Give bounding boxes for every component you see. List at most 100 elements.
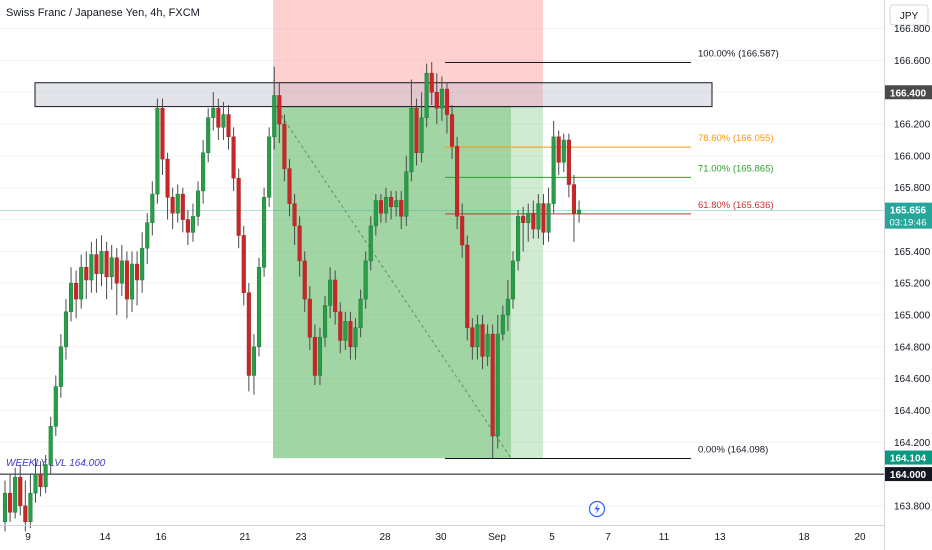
candle-down — [378, 200, 383, 214]
candle-up — [206, 117, 211, 153]
candle-up — [363, 260, 368, 300]
candle-up — [190, 216, 196, 233]
candle-up — [201, 152, 206, 192]
target-zone — [511, 106, 543, 459]
x-tick-label: Sep — [488, 532, 506, 543]
currency-button[interactable] — [889, 4, 929, 26]
candle-down — [38, 473, 43, 488]
candle-down — [287, 168, 292, 204]
y-tick-label: 163.800 — [894, 501, 931, 512]
x-tick-label: 5 — [549, 532, 555, 543]
trade-path-line — [277, 110, 512, 459]
candle-down — [282, 123, 287, 169]
candle-down — [114, 257, 119, 284]
candle-down — [124, 260, 129, 300]
fib-level-label: 71.00% (165.865) — [698, 163, 774, 174]
candle-up — [353, 327, 358, 348]
candle-up — [63, 311, 69, 348]
candle-down — [160, 107, 165, 160]
candle-up — [404, 171, 409, 217]
candle-down — [470, 327, 475, 348]
candle-up — [267, 136, 272, 198]
candle-down — [165, 158, 170, 198]
candle-up — [129, 263, 135, 300]
candle-down — [490, 333, 495, 437]
candle-down — [23, 505, 28, 523]
x-tick-label: 7 — [605, 532, 611, 543]
candles — [2, 62, 582, 532]
candle-down — [241, 235, 246, 293]
x-tick-label: 14 — [99, 532, 111, 543]
candle-down — [246, 292, 251, 376]
weekly-level-label: WEEKLY LVL 164.000 — [6, 458, 106, 469]
candle-up — [53, 386, 58, 427]
candle-down — [460, 216, 465, 246]
candle-up — [516, 216, 521, 262]
candle-up — [99, 251, 104, 274]
candle-down — [399, 200, 404, 217]
candle-up — [33, 473, 38, 494]
price-badge-label: 166.400 — [890, 88, 927, 99]
candle-down — [389, 197, 394, 208]
y-tick-label: 166.200 — [894, 120, 931, 131]
candle-down — [566, 139, 571, 185]
candle-up — [358, 298, 363, 328]
candle-up — [155, 107, 160, 195]
price-badge — [885, 85, 932, 100]
candle-down — [216, 107, 221, 128]
currency-label: JPY — [900, 11, 919, 22]
resistance-zone[interactable] — [34, 82, 713, 108]
candle-down — [292, 203, 297, 227]
candle-down — [348, 321, 353, 348]
price-badge — [885, 467, 932, 482]
fib-level-label: 100.00% (166.587) — [698, 49, 779, 60]
candle-up — [368, 225, 373, 262]
x-tick-label: 11 — [659, 532, 670, 543]
y-tick-label: 165.400 — [894, 247, 931, 258]
candle-up — [394, 200, 399, 208]
candle-up — [495, 333, 500, 437]
candle-down — [444, 88, 450, 115]
candle-down — [449, 114, 455, 147]
price-badge-label: 165.656 — [890, 206, 927, 217]
y-tick-label: 164.200 — [894, 438, 931, 449]
candle-up — [526, 212, 531, 223]
lightning-icon[interactable] — [588, 500, 606, 518]
candle-down — [185, 219, 190, 233]
x-tick-label: 18 — [798, 532, 810, 543]
y-tick-label: 164.600 — [894, 374, 931, 385]
candle-down — [541, 203, 546, 233]
candle-up — [546, 203, 551, 233]
fib-level-label: 78.60% (166.055) — [698, 133, 774, 144]
candle-down — [307, 298, 312, 338]
candle-up — [43, 464, 48, 488]
lightning-icon-bolt — [594, 503, 600, 515]
y-tick-label: 166.600 — [894, 56, 931, 67]
y-tick-label: 165.000 — [894, 311, 931, 322]
x-tick-label: 9 — [25, 532, 31, 543]
price-badge — [885, 450, 932, 465]
candle-up — [561, 139, 566, 163]
candle-up — [109, 257, 114, 278]
candle-up — [175, 193, 180, 214]
x-tick-label: 21 — [239, 532, 251, 543]
candle-up — [500, 314, 505, 335]
candle-down — [74, 282, 79, 300]
candle-up — [424, 72, 429, 118]
candle-up — [409, 107, 414, 173]
candle-up — [576, 209, 582, 214]
candle-up — [195, 190, 201, 217]
y-tick-label: 164.800 — [894, 342, 931, 353]
x-tick-label: 16 — [155, 532, 167, 543]
candle-up — [119, 260, 124, 284]
candle-up — [317, 337, 323, 376]
candle-up — [505, 298, 510, 316]
candle-down — [302, 260, 307, 300]
candle-up — [89, 254, 94, 281]
candle-up — [475, 324, 480, 348]
candle-up — [262, 197, 267, 268]
candle-down — [84, 267, 89, 281]
candle-down — [277, 95, 282, 125]
price-badge-label: 164.000 — [890, 470, 927, 481]
